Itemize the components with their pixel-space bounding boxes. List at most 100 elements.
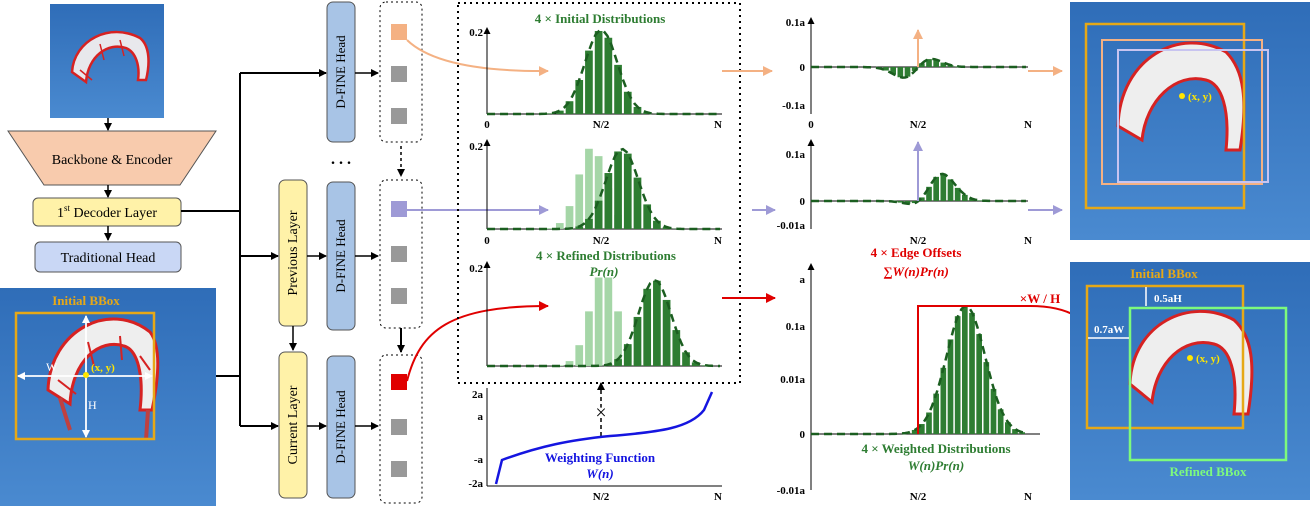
refined-bot-bar: [663, 300, 671, 366]
refined-bot-bar: [672, 330, 680, 366]
svg-text:N: N: [1024, 491, 1032, 503]
first-decoder-rest: Decoder Layer: [70, 206, 157, 221]
bot-tick-0: 0: [800, 429, 806, 441]
offset-mid-bar: [962, 195, 968, 201]
svg-text:N/2: N/2: [910, 119, 927, 131]
token-column-top: [380, 2, 422, 142]
y-tick-02-bot: 0.2: [469, 263, 483, 275]
mid-tick-01a: 0.1a: [786, 149, 806, 161]
dfine-head-mid: D-FINE Head: [327, 182, 355, 330]
top-tick-neg01a: -0.1a: [782, 100, 805, 112]
dfine-head-label-top: D-FINE Head: [333, 35, 348, 109]
svg-text:0: 0: [808, 119, 814, 131]
initial-bbox-title: Initial BBox: [52, 293, 120, 308]
current-layer-label: Current Layer: [286, 385, 301, 464]
bottom-center-label: (x, y): [1196, 353, 1220, 365]
offset-w-label: 0.7aW: [1094, 324, 1124, 336]
weighting-formula: W(n): [586, 466, 613, 481]
w-tick-neg-2a: -2a: [468, 478, 483, 490]
x-tick-0: 0: [484, 119, 490, 131]
x-tick-0-mid: 0: [484, 235, 490, 247]
weighted-bot-bar: [991, 389, 997, 434]
refined-dist-title: 4 × Refined Distributions: [536, 248, 676, 263]
input-image: Initial BBox W H (x, y): [0, 288, 216, 506]
refined-prev-bar: [575, 174, 583, 229]
weighted-bot-bar: [912, 430, 918, 434]
bot-tick-01a: 0.1a: [786, 321, 806, 333]
first-decoder-layer-block: 1st Decoder Layer: [33, 198, 181, 226]
refined-bot-bar: [653, 281, 661, 366]
scale-label: ×W / H: [1020, 291, 1060, 306]
offset-mid-bar: [941, 174, 947, 201]
ellipsis: . . .: [331, 151, 351, 168]
offset-top-bar: [905, 67, 911, 77]
x-tick-n: N: [714, 119, 722, 131]
svg-text:1st Decoder Layer: 1st Decoder Layer: [57, 203, 157, 221]
edge-offsets-title: 4 × Edge Offsets: [871, 245, 962, 260]
svg-text:N: N: [1024, 235, 1032, 247]
initial-dist-bar: [595, 31, 603, 114]
offset-mid-bar: [976, 200, 982, 201]
refined-prev-bar: [566, 206, 574, 229]
y-tick-02-mid: 0.2: [469, 141, 483, 153]
offset-h-label: 0.5aH: [1154, 293, 1182, 305]
offset-chart-mid: 0.1a 0 -0.01a N/2 N: [777, 140, 1032, 247]
weighted-bot-bar: [962, 306, 968, 434]
input-thumbnail: [50, 4, 164, 118]
initial-distribution-chart: 0.2 0 N/2 N: [469, 27, 722, 131]
top-center-label: (x, y): [1188, 91, 1212, 103]
dfine-head-top: D-FINE Head: [327, 2, 355, 142]
previous-layer-block: Previous Layer: [279, 180, 307, 326]
w-x-tick-n2: N/2: [593, 491, 610, 503]
offset-chart-top: 0.1a 0 -0.1a 0 N/2 N: [782, 17, 1032, 131]
y-tick-02: 0.2: [469, 27, 483, 39]
bot-tick-a: a: [800, 274, 806, 286]
edge-offsets-formula: ∑W(n)Pr(n): [883, 264, 949, 279]
weighted-bot-bar: [948, 339, 954, 434]
dfine-head-label-mid: D-FINE Head: [333, 219, 348, 293]
weighting-title: Weighting Function: [545, 450, 656, 465]
top-tick-01a: 0.1a: [786, 17, 806, 29]
w-label: W: [46, 360, 58, 374]
weighted-bot-bar: [933, 394, 939, 434]
x-tick-n2: N/2: [593, 119, 610, 131]
refined-distribution-chart-mid: 0.2 0 N/2 N: [469, 140, 722, 247]
output-image-top: (x, y): [1070, 2, 1310, 240]
offset-top-bar: [898, 67, 904, 77]
multiply-symbol: ×: [595, 402, 606, 424]
h-label: H: [88, 398, 97, 412]
output-image-bottom: Initial BBox Refined BBox 0.5aH 0.7aW (x…: [1070, 262, 1310, 500]
output-refined-title: Refined BBox: [1170, 464, 1247, 479]
x-tick-n-mid: N: [714, 235, 722, 247]
bot-tick-001a: 0.01a: [780, 374, 805, 386]
w-tick-neg-a: -a: [474, 454, 484, 466]
weighted-dist-formula: W(n)Pr(n): [908, 458, 964, 473]
backbone-encoder-block: Backbone & Encoder: [8, 131, 216, 185]
weighted-bot-bar: [955, 316, 961, 434]
initial-dist-curve: [487, 30, 720, 114]
svg-text:N/2: N/2: [910, 491, 927, 503]
initial-dist-bar: [605, 38, 613, 114]
traditional-head-label: Traditional Head: [61, 251, 156, 266]
weighted-dist-title: 4 × Weighted Distributions: [861, 441, 1010, 456]
backbone-label: Backbone & Encoder: [52, 153, 173, 168]
refined-mid-bar: [614, 151, 622, 229]
w-tick-a: a: [478, 411, 484, 423]
weighted-bot-bar: [969, 313, 975, 434]
refined-distribution-chart-bottom: 0.2: [469, 262, 722, 366]
current-layer-block: Current Layer: [279, 352, 307, 498]
mid-tick-0: 0: [800, 196, 806, 208]
refined-prev-bot-bar: [605, 277, 613, 366]
mid-tick-neg001a: -0.01a: [777, 220, 806, 232]
svg-text:N: N: [1024, 119, 1032, 131]
x-tick-n2-mid: N/2: [593, 235, 610, 247]
bot-tick-neg001a: -0.01a: [777, 485, 806, 497]
weighted-bot-bar: [976, 334, 982, 434]
refined-dist-formula: Pr(n): [590, 264, 619, 279]
refined-mid-curve: [487, 149, 720, 229]
refined-mid-bar: [624, 154, 632, 229]
output-initial-title: Initial BBox: [1130, 266, 1198, 281]
weighted-distribution-chart: a 0.1a 0.01a 0 -0.01a N/2 N 4 × Weighted…: [777, 264, 1040, 503]
refined-bot-bar: [643, 289, 651, 366]
